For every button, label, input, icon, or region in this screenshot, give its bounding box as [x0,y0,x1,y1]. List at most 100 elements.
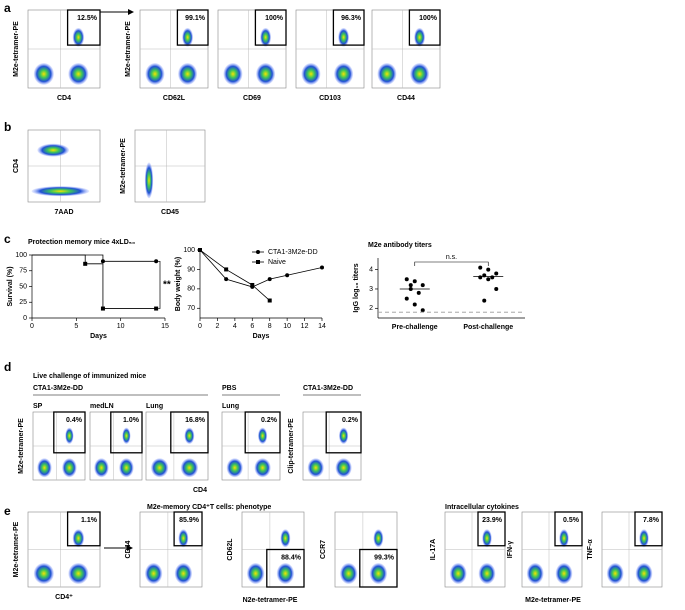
gate-percentage: 16.8% [185,417,206,424]
gate [244,411,281,454]
legend-label: Naive [268,259,286,266]
cell-cloud [260,27,272,47]
panel-label: d [4,360,11,374]
cell-cloud [639,529,649,548]
x-tick-label: 6 [250,323,254,330]
gate-percentage: 99.1% [185,15,206,22]
x-tick-label: 10 [283,323,291,330]
cell-cloud [410,63,430,85]
gate-percentage: 0.4% [66,417,83,424]
cell-cloud [559,529,569,548]
cell-cloud [37,143,70,157]
annotation: ** [163,280,171,291]
point [412,302,417,307]
y-axis-label: IL-17A [430,539,437,560]
y-axis-label: CD44 [125,540,132,558]
panel-label: c [4,232,11,246]
point [486,277,491,282]
heading: Live challenge of immunized mice [33,373,146,380]
point [486,267,491,272]
y-axis-label: Body weight (%) [175,257,182,311]
cell-cloud [144,162,154,199]
x-tick-label: 14 [318,323,326,330]
gate-percentage: 0.2% [261,417,278,424]
y-axis-label: M2e-tetramer-PE [13,21,20,77]
cell-cloud [335,458,352,478]
point [482,273,487,278]
y-axis-label: CCR7 [320,540,327,559]
cell-cloud [338,27,350,47]
marker [224,277,229,282]
x-axis-label: 7AAD [54,209,73,216]
plot-title: Lung [146,403,163,410]
legend-marker [256,250,260,254]
cell-cloud [246,563,265,584]
cell-cloud [72,529,85,548]
cell-cloud [276,563,295,584]
cell-cloud [72,27,85,47]
x-axis-label: CD4⁺ [55,594,73,601]
marker [267,277,272,282]
y-axis-label: IgG log₁₀ titers [353,263,360,312]
cell-cloud [150,458,169,478]
y-tick-label: 80 [187,286,195,293]
gate [477,511,506,547]
gate [634,511,663,547]
gate [53,411,86,454]
cell-cloud [256,63,276,85]
x-axis-label: CD62L [163,95,186,102]
cell-cloud [301,63,321,85]
cell-cloud [606,563,624,584]
y-axis-label: M2e-tetramer-PE [125,21,132,77]
y-tick-label: 100 [15,252,27,259]
y-tick-label: 3 [369,286,373,293]
cell-cloud [37,458,52,478]
legend-marker [256,260,260,264]
x-tick-label: 5 [74,323,78,330]
plot-title: medLN [90,403,114,410]
cell-cloud [369,563,388,584]
gate [110,411,143,454]
gate [332,9,365,46]
point [478,265,483,270]
y-axis-label: M2e-tetramer-PE [18,418,25,474]
cell-cloud [65,427,74,444]
gate-percentage: 100% [265,15,284,22]
gate-percentage: 0.5% [563,517,580,524]
gate [554,511,583,547]
cell-cloud [526,563,544,584]
point [404,296,409,301]
gate-percentage: 99.3% [374,554,395,561]
gate-percentage: 85.9% [179,517,200,524]
legend-label: CTA1-3M2e-DD [268,249,318,256]
gate-percentage: 1.1% [81,517,98,524]
marker [198,248,202,252]
y-tick-label: 75 [19,268,27,275]
y-axis-label: M2e-tetramer-PE [13,521,20,577]
cell-cloud [254,458,271,478]
cell-cloud [122,427,131,444]
cell-cloud [482,529,492,548]
point [482,298,487,303]
marker [267,298,272,303]
x-tick-label: 15 [161,323,169,330]
x-tick-label: 2 [215,323,219,330]
group-label: CTA1-3M2e-DD [303,385,353,392]
cell-cloud [339,563,358,584]
series-line [32,254,157,262]
y-axis-label: IFN-γ [507,541,514,559]
gate-percentage: 23.9% [482,517,503,524]
gate-percentage: 12.5% [77,15,98,22]
marker [250,282,255,287]
x-tick-label: Post-challenge [463,324,513,331]
x-tick-label: Pre-challenge [392,324,438,331]
gate [66,511,101,547]
series-line [199,249,323,288]
plot-title: Lung [222,403,239,410]
heading: Intracellular cytokines [445,504,519,511]
cell-cloud [178,63,198,85]
y-axis-label: CD62L [227,538,234,561]
cell-cloud [144,563,163,584]
bracket [414,261,489,266]
cell-cloud [94,458,109,478]
